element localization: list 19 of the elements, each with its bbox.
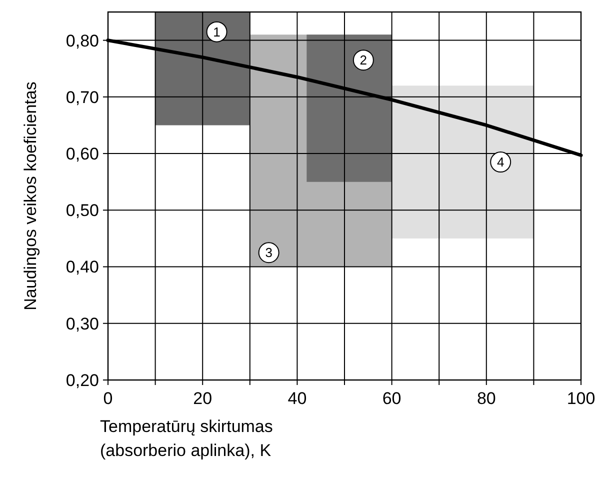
annotation: 4 (496, 154, 504, 170)
y-tick-label: 0,60 (66, 144, 99, 164)
y-tick-label: 0,50 (66, 201, 99, 220)
annotation: 3 (265, 245, 272, 260)
x-tick-label: 80 (476, 389, 496, 408)
y-tick-label: 0,20 (66, 370, 99, 390)
x-tick-label: 20 (193, 389, 212, 408)
y-tick-label: 0,30 (66, 314, 99, 334)
x-tick-label: 0 (103, 389, 113, 408)
x-tick-label: 60 (382, 389, 402, 408)
y-tick-label: 0,70 (66, 88, 99, 107)
y-tick-label: 0,80 (66, 31, 99, 50)
annotation: 1 (213, 24, 220, 40)
y-axis-title: Naudingos veikos koeficientas (21, 82, 40, 310)
x-tick-label: 100 (566, 389, 596, 408)
x-axis-title: Temperatūrų skirtumas (absorberio aplinka), K (100, 417, 273, 460)
x-tick-label: 40 (288, 389, 307, 408)
annotation: 2 (360, 52, 368, 68)
y-tick-label: 0,40 (66, 258, 99, 277)
